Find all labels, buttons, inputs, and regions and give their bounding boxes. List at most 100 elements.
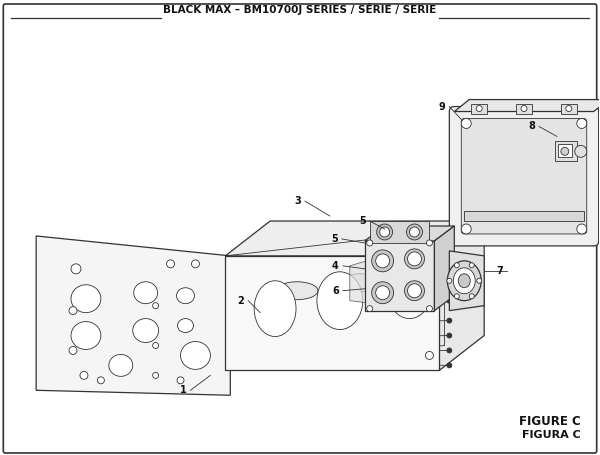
- Polygon shape: [226, 256, 439, 370]
- Text: FIGURA C: FIGURA C: [522, 430, 581, 440]
- Circle shape: [367, 306, 373, 312]
- Circle shape: [376, 286, 389, 300]
- Circle shape: [461, 118, 471, 128]
- Circle shape: [575, 145, 587, 157]
- Ellipse shape: [404, 249, 424, 269]
- Ellipse shape: [371, 282, 394, 303]
- Ellipse shape: [388, 263, 431, 318]
- Circle shape: [447, 298, 452, 303]
- Polygon shape: [226, 221, 484, 256]
- Circle shape: [407, 284, 421, 298]
- Circle shape: [191, 260, 199, 268]
- Circle shape: [566, 106, 572, 111]
- Ellipse shape: [448, 261, 481, 301]
- Circle shape: [167, 260, 175, 268]
- Ellipse shape: [339, 274, 385, 292]
- Ellipse shape: [410, 264, 454, 282]
- Circle shape: [469, 294, 474, 299]
- Text: 6: 6: [332, 286, 339, 296]
- Ellipse shape: [181, 342, 211, 369]
- Ellipse shape: [176, 288, 194, 303]
- Ellipse shape: [71, 285, 101, 313]
- Circle shape: [425, 262, 433, 270]
- Polygon shape: [439, 221, 484, 370]
- Circle shape: [447, 363, 452, 368]
- Ellipse shape: [407, 224, 422, 240]
- Polygon shape: [36, 236, 230, 395]
- Circle shape: [477, 278, 482, 283]
- Ellipse shape: [133, 318, 158, 343]
- Polygon shape: [434, 226, 454, 311]
- Circle shape: [69, 346, 77, 354]
- Bar: [516, 104, 532, 113]
- Circle shape: [577, 118, 587, 128]
- Polygon shape: [350, 241, 434, 311]
- Circle shape: [71, 264, 81, 274]
- Circle shape: [476, 106, 482, 111]
- Text: 1: 1: [180, 385, 187, 395]
- Text: BLACK MAX – BM10700J SERIES / SÉRIE / SERIE: BLACK MAX – BM10700J SERIES / SÉRIE / SE…: [163, 3, 437, 15]
- Ellipse shape: [276, 282, 318, 300]
- Text: 2: 2: [238, 296, 244, 306]
- Circle shape: [561, 147, 569, 155]
- Text: 3: 3: [294, 196, 301, 206]
- Ellipse shape: [458, 274, 470, 288]
- Text: 5: 5: [359, 216, 366, 226]
- Text: FIGURE C: FIGURE C: [519, 415, 581, 428]
- Circle shape: [80, 371, 88, 379]
- Circle shape: [152, 303, 158, 308]
- Circle shape: [447, 318, 452, 323]
- Ellipse shape: [317, 272, 363, 329]
- Ellipse shape: [254, 281, 296, 337]
- Circle shape: [376, 254, 389, 268]
- Polygon shape: [449, 251, 484, 311]
- Circle shape: [97, 377, 104, 384]
- Circle shape: [152, 372, 158, 379]
- Bar: [555, 142, 577, 161]
- Bar: [558, 144, 572, 157]
- Polygon shape: [365, 226, 454, 241]
- Circle shape: [461, 224, 471, 234]
- Circle shape: [152, 343, 158, 349]
- Circle shape: [69, 307, 77, 314]
- Bar: [464, 211, 584, 221]
- FancyBboxPatch shape: [4, 4, 596, 453]
- Circle shape: [447, 283, 452, 288]
- Circle shape: [469, 263, 474, 268]
- Circle shape: [367, 240, 373, 246]
- Circle shape: [425, 351, 433, 359]
- Polygon shape: [365, 241, 434, 311]
- Circle shape: [427, 306, 433, 312]
- FancyBboxPatch shape: [449, 106, 599, 246]
- Text: 7: 7: [496, 266, 503, 276]
- Ellipse shape: [134, 282, 158, 303]
- Ellipse shape: [371, 250, 394, 272]
- Ellipse shape: [71, 322, 101, 349]
- Circle shape: [447, 278, 452, 283]
- Text: 5: 5: [331, 234, 338, 244]
- Circle shape: [177, 377, 184, 384]
- Ellipse shape: [109, 354, 133, 376]
- Circle shape: [407, 252, 421, 266]
- Circle shape: [577, 224, 587, 234]
- Ellipse shape: [404, 281, 424, 301]
- Polygon shape: [370, 221, 430, 243]
- FancyBboxPatch shape: [461, 118, 587, 234]
- Ellipse shape: [454, 268, 475, 294]
- Circle shape: [454, 294, 460, 299]
- Bar: [471, 104, 487, 113]
- Circle shape: [454, 263, 460, 268]
- Text: 9: 9: [439, 101, 445, 111]
- Text: 4: 4: [332, 261, 339, 271]
- Circle shape: [427, 240, 433, 246]
- Ellipse shape: [377, 224, 392, 240]
- Ellipse shape: [178, 318, 193, 333]
- Circle shape: [447, 348, 452, 353]
- Circle shape: [380, 227, 389, 237]
- Bar: [561, 104, 577, 113]
- Circle shape: [410, 227, 419, 237]
- Text: 8: 8: [528, 121, 535, 131]
- Circle shape: [521, 106, 527, 111]
- Circle shape: [447, 333, 452, 338]
- Polygon shape: [454, 100, 600, 111]
